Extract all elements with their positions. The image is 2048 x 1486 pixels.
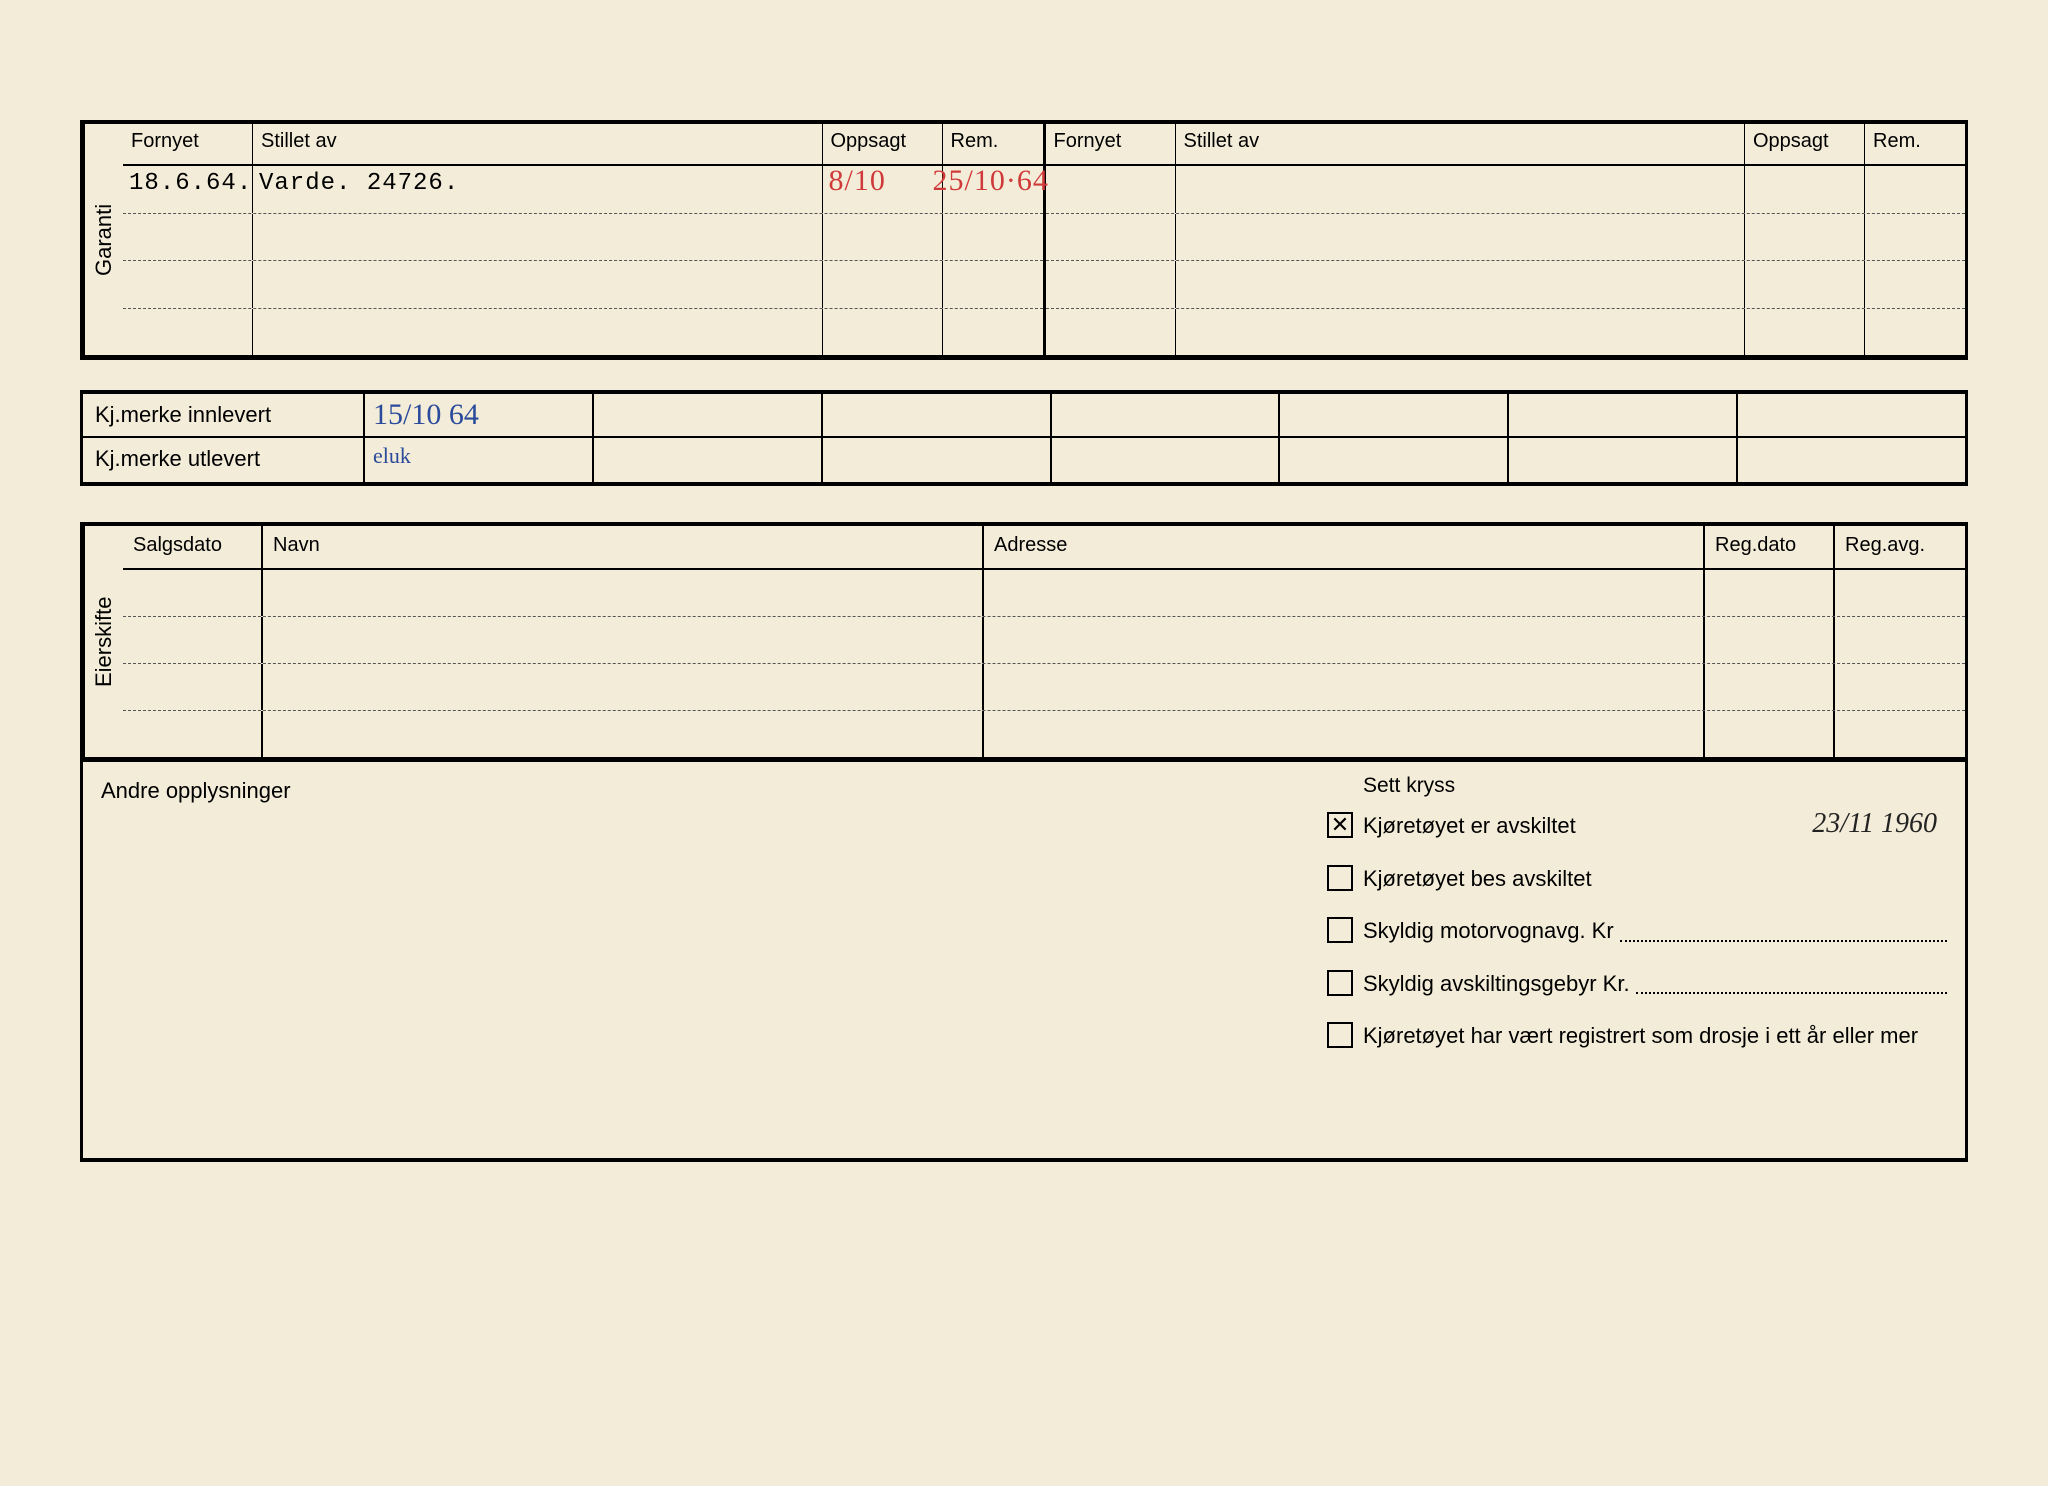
- kjmerke-cells: eluk: [363, 438, 1965, 482]
- sett-kryss-block: Sett kryss ✕ Kjøretøyet er avskiltet 23/…: [1327, 774, 1947, 1134]
- header-salgsdato: Salgsdato: [123, 526, 263, 568]
- checkbox-icon: [1327, 1022, 1353, 1048]
- kjmerke-cell: [821, 394, 1050, 436]
- checkbox-icon: [1327, 970, 1353, 996]
- header-fornyet: Fornyet: [123, 124, 253, 164]
- checkbox-label-wrap: Skyldig motorvognavg. Kr: [1363, 917, 1947, 946]
- kjmerke-cell: eluk: [363, 438, 592, 482]
- header-oppsagt: Oppsagt: [1745, 124, 1865, 164]
- document-page: Garanti Fornyet Stillet av Oppsagt Rem. …: [0, 0, 2048, 1486]
- header-stillet: Stillet av: [253, 124, 823, 164]
- garanti-row: [123, 261, 1043, 309]
- header-rem: Rem.: [943, 124, 1043, 164]
- form-card: Garanti Fornyet Stillet av Oppsagt Rem. …: [80, 120, 1968, 1486]
- garanti-row: [1046, 214, 1966, 262]
- kjmerke-cells: 15/10 64: [363, 394, 1965, 436]
- checkbox-icon: [1327, 865, 1353, 891]
- garanti-row: [1046, 166, 1966, 214]
- header-rem: Rem.: [1865, 124, 1965, 164]
- kjmerke-cell: [1278, 394, 1507, 436]
- garanti-header-right: Fornyet Stillet av Oppsagt Rem.: [1046, 124, 1966, 166]
- kjmerke-cell: [592, 394, 821, 436]
- andre-section: Andre opplysninger Sett kryss ✕ Kjøretøy…: [80, 762, 1968, 1162]
- garanti-rows-left: 18.6.64. Varde. 24726. 8/10 25/10·64: [123, 166, 1043, 355]
- kjmerke-cell: [1278, 438, 1507, 482]
- eierskifte-content: Salgsdato Navn Adresse Reg.dato Reg.avg.: [123, 526, 1965, 757]
- garanti-content: Fornyet Stillet av Oppsagt Rem. 18.6.64.…: [123, 124, 1965, 355]
- kjmerke-cell: [1507, 438, 1736, 482]
- oppsagt-cell: 8/10: [823, 166, 943, 213]
- checkbox-row-avskiltet: ✕ Kjøretøyet er avskiltet 23/11 1960: [1327, 812, 1947, 841]
- fornyet-value: 18.6.64.: [123, 166, 253, 213]
- kjmerke-cell: [592, 438, 821, 482]
- utlevert-value: eluk: [373, 443, 411, 468]
- eierskifte-row: [123, 617, 1965, 664]
- checkbox-icon: [1327, 917, 1353, 943]
- garanti-label: Garanti: [83, 124, 123, 355]
- eierskifte-row: [123, 570, 1965, 617]
- garanti-left: Fornyet Stillet av Oppsagt Rem. 18.6.64.…: [123, 124, 1046, 355]
- dotted-line: [1620, 940, 1947, 942]
- header-oppsagt: Oppsagt: [823, 124, 943, 164]
- garanti-rows-right: [1046, 166, 1966, 355]
- checkbox-label: Skyldig avskiltingsgebyr Kr.: [1363, 970, 1630, 999]
- kjmerke-innlevert-row: Kj.merke innlevert 15/10 64: [83, 394, 1965, 438]
- garanti-row: 18.6.64. Varde. 24726. 8/10 25/10·64: [123, 166, 1043, 214]
- kjmerke-cell: [1507, 394, 1736, 436]
- eierskifte-row: [123, 664, 1965, 711]
- andre-title: Andre opplysninger: [101, 774, 1327, 1134]
- header-regdato: Reg.dato: [1705, 526, 1835, 568]
- eierskifte-rows: [123, 570, 1965, 757]
- kjmerke-cell: [1050, 438, 1279, 482]
- garanti-row: [123, 214, 1043, 262]
- rem-handwritten: 25/10·64: [933, 164, 1049, 198]
- kjmerke-cell: [1736, 394, 1965, 436]
- checkbox-icon: ✕: [1327, 812, 1353, 838]
- garanti-row: [1046, 261, 1966, 309]
- dotted-line: [1636, 992, 1947, 994]
- kjmerke-utlevert-row: Kj.merke utlevert eluk: [83, 438, 1965, 482]
- garanti-right: Fornyet Stillet av Oppsagt Rem.: [1046, 124, 1966, 355]
- kjmerke-cell: 15/10 64: [363, 394, 592, 436]
- checkbox-label: Skyldig motorvognavg. Kr: [1363, 917, 1614, 946]
- innlevert-value: 15/10 64: [373, 398, 479, 431]
- eierskifte-section: Eierskifte Salgsdato Navn Adresse Reg.da…: [80, 522, 1968, 762]
- checkbox-row-bes-avskiltet: Kjøretøyet bes avskiltet: [1327, 865, 1947, 894]
- kjmerke-section: Kj.merke innlevert 15/10 64 Kj.merke utl…: [80, 390, 1968, 486]
- sett-kryss-title: Sett kryss: [1363, 774, 1947, 798]
- garanti-row: [1046, 309, 1966, 356]
- rem-cell: 25/10·64: [943, 166, 1043, 213]
- header-regavg: Reg.avg.: [1835, 526, 1965, 568]
- eierskifte-header: Salgsdato Navn Adresse Reg.dato Reg.avg.: [123, 526, 1965, 570]
- kjmerke-cell: [1736, 438, 1965, 482]
- kjmerke-utlevert-label: Kj.merke utlevert: [83, 438, 363, 482]
- stillet-value: Varde. 24726.: [253, 166, 823, 213]
- checkbox-label-wrap: Skyldig avskiltingsgebyr Kr.: [1363, 970, 1947, 999]
- checkbox-label: Kjøretøyet har vært registrert som drosj…: [1363, 1022, 1947, 1051]
- header-fornyet: Fornyet: [1046, 124, 1176, 164]
- garanti-header-left: Fornyet Stillet av Oppsagt Rem.: [123, 124, 1043, 166]
- header-navn: Navn: [263, 526, 984, 568]
- oppsagt-handwritten: 8/10: [829, 164, 886, 198]
- kjmerke-innlevert-label: Kj.merke innlevert: [83, 394, 363, 436]
- garanti-section: Garanti Fornyet Stillet av Oppsagt Rem. …: [80, 120, 1968, 360]
- eierskifte-row: [123, 711, 1965, 757]
- checkbox-label: Kjøretøyet bes avskiltet: [1363, 865, 1947, 894]
- header-stillet: Stillet av: [1176, 124, 1746, 164]
- checkbox-row-avskiltingsgebyr: Skyldig avskiltingsgebyr Kr.: [1327, 970, 1947, 999]
- eierskifte-label: Eierskifte: [83, 526, 123, 757]
- checkbox-row-motorvognavg: Skyldig motorvognavg. Kr: [1327, 917, 1947, 946]
- checkbox-row-drosje: Kjøretøyet har vært registrert som drosj…: [1327, 1022, 1947, 1051]
- header-adresse: Adresse: [984, 526, 1705, 568]
- kjmerke-cell: [1050, 394, 1279, 436]
- avskiltet-date: 23/11 1960: [1812, 808, 1937, 840]
- kjmerke-cell: [821, 438, 1050, 482]
- garanti-row: [123, 309, 1043, 356]
